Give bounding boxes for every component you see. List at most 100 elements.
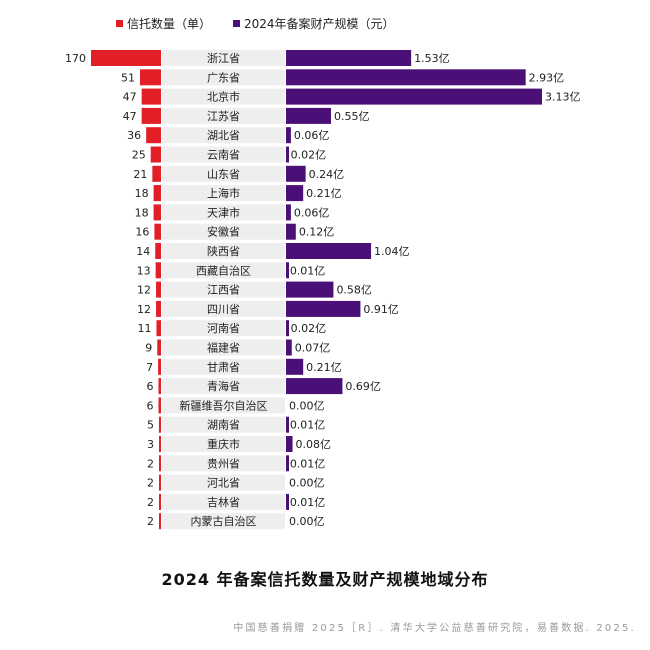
count-value-label: 9 xyxy=(145,342,152,355)
count-bar xyxy=(159,455,161,472)
count-value-label: 6 xyxy=(147,399,154,412)
legend-label-count: 信托数量（单） xyxy=(127,16,211,31)
province-label-bg xyxy=(162,513,285,530)
count-bar xyxy=(146,127,161,144)
count-value-label: 2 xyxy=(147,457,154,470)
count-bar xyxy=(150,146,161,163)
count-value-label: 18 xyxy=(135,206,149,219)
province-label-bg xyxy=(162,146,285,163)
province-label-bg xyxy=(162,185,285,202)
province-label-bg xyxy=(162,243,285,259)
province-label: 河北省 xyxy=(207,477,240,490)
amount-bar xyxy=(286,300,361,317)
count-value-label: 11 xyxy=(137,322,151,335)
amount-bar xyxy=(286,262,289,279)
province-label: 湖北省 xyxy=(207,129,240,142)
province-label: 天津市 xyxy=(207,205,240,219)
amount-value-label: 0.06亿 xyxy=(294,206,330,219)
count-bar xyxy=(158,416,161,433)
count-bar xyxy=(159,474,161,491)
province-label: 安徽省 xyxy=(207,225,240,239)
legend-label-amount: 2024年备案财产规模（元） xyxy=(244,16,395,31)
province-label: 江苏省 xyxy=(207,110,240,123)
amount-bar xyxy=(286,320,289,337)
amount-bar xyxy=(286,436,293,452)
count-bar xyxy=(141,88,161,105)
province-label-bg xyxy=(162,320,285,337)
province-label: 湖南省 xyxy=(207,419,240,432)
amount-value-label: 2.93亿 xyxy=(529,71,565,84)
province-label: 贵州省 xyxy=(207,457,240,470)
amount-bar xyxy=(286,204,291,221)
count-value-label: 25 xyxy=(132,149,146,162)
amount-value-label: 0.91亿 xyxy=(363,303,399,316)
count-value-label: 12 xyxy=(137,303,151,316)
amount-value-label: 0.21亿 xyxy=(306,361,342,374)
count-value-label: 5 xyxy=(147,419,154,432)
province-label-bg xyxy=(162,165,285,182)
count-bar xyxy=(155,243,161,259)
source-note: 中国慈善捐赠 2025［R］. 清华大学公益慈善研究院，易善数据. 2025. xyxy=(233,623,636,634)
count-value-label: 170 xyxy=(65,52,86,65)
amount-bar xyxy=(286,50,412,66)
province-label: 吉林省 xyxy=(207,495,240,509)
count-bar xyxy=(91,50,161,66)
amount-bar xyxy=(286,358,304,375)
count-bar xyxy=(158,397,161,414)
amount-value-label: 0.01亿 xyxy=(290,419,326,432)
amount-value-label: 0.24亿 xyxy=(309,168,345,181)
amount-bar xyxy=(286,378,343,395)
count-bar xyxy=(159,513,161,530)
count-bar xyxy=(158,358,161,375)
amount-bar xyxy=(286,416,289,433)
province-label: 河南省 xyxy=(207,322,240,335)
count-value-label: 6 xyxy=(147,380,154,393)
count-bar xyxy=(159,493,161,510)
amount-value-label: 1.04亿 xyxy=(374,245,410,258)
amount-bar xyxy=(286,107,331,124)
count-value-label: 47 xyxy=(123,91,137,104)
amount-bar xyxy=(286,281,334,298)
amount-bar xyxy=(286,243,372,259)
count-value-label: 16 xyxy=(135,226,149,239)
province-label-bg xyxy=(162,339,285,356)
amount-value-label: 0.00亿 xyxy=(289,515,325,528)
province-label-bg xyxy=(162,127,285,144)
province-label: 陕西省 xyxy=(207,244,240,258)
amount-value-label: 1.53亿 xyxy=(414,52,450,65)
province-label: 新疆维吾尔自治区 xyxy=(180,398,268,412)
province-label: 四川省 xyxy=(207,303,240,316)
count-bar xyxy=(159,436,161,452)
province-label-bg xyxy=(162,88,285,105)
amount-bar xyxy=(286,223,296,240)
province-label-bg xyxy=(162,474,285,491)
amount-bar xyxy=(286,455,289,472)
count-bar xyxy=(158,378,161,395)
count-bar xyxy=(156,300,161,317)
amount-value-label: 0.06亿 xyxy=(294,129,330,142)
province-label: 山东省 xyxy=(207,168,240,181)
count-value-label: 12 xyxy=(137,284,151,297)
amount-bar xyxy=(286,69,526,86)
amount-bar xyxy=(286,146,289,163)
amount-bar xyxy=(286,493,289,510)
province-label-bg xyxy=(162,455,285,472)
province-label-bg xyxy=(162,50,285,66)
count-value-label: 21 xyxy=(133,168,147,181)
province-label-bg xyxy=(162,378,285,395)
amount-value-label: 0.55亿 xyxy=(334,110,370,123)
count-value-label: 2 xyxy=(147,515,154,528)
province-label: 北京市 xyxy=(207,90,240,104)
amount-value-label: 0.69亿 xyxy=(345,380,381,393)
amount-value-label: 0.02亿 xyxy=(291,322,327,335)
amount-value-label: 0.12亿 xyxy=(299,226,335,239)
province-label: 福建省 xyxy=(207,341,240,355)
amount-bar xyxy=(286,185,304,202)
count-value-label: 36 xyxy=(127,129,141,142)
count-value-label: 2 xyxy=(147,477,154,490)
province-label-bg xyxy=(162,69,285,86)
province-label: 西藏自治区 xyxy=(196,263,251,277)
province-label-bg xyxy=(162,300,285,317)
province-label: 甘肃省 xyxy=(207,361,240,374)
